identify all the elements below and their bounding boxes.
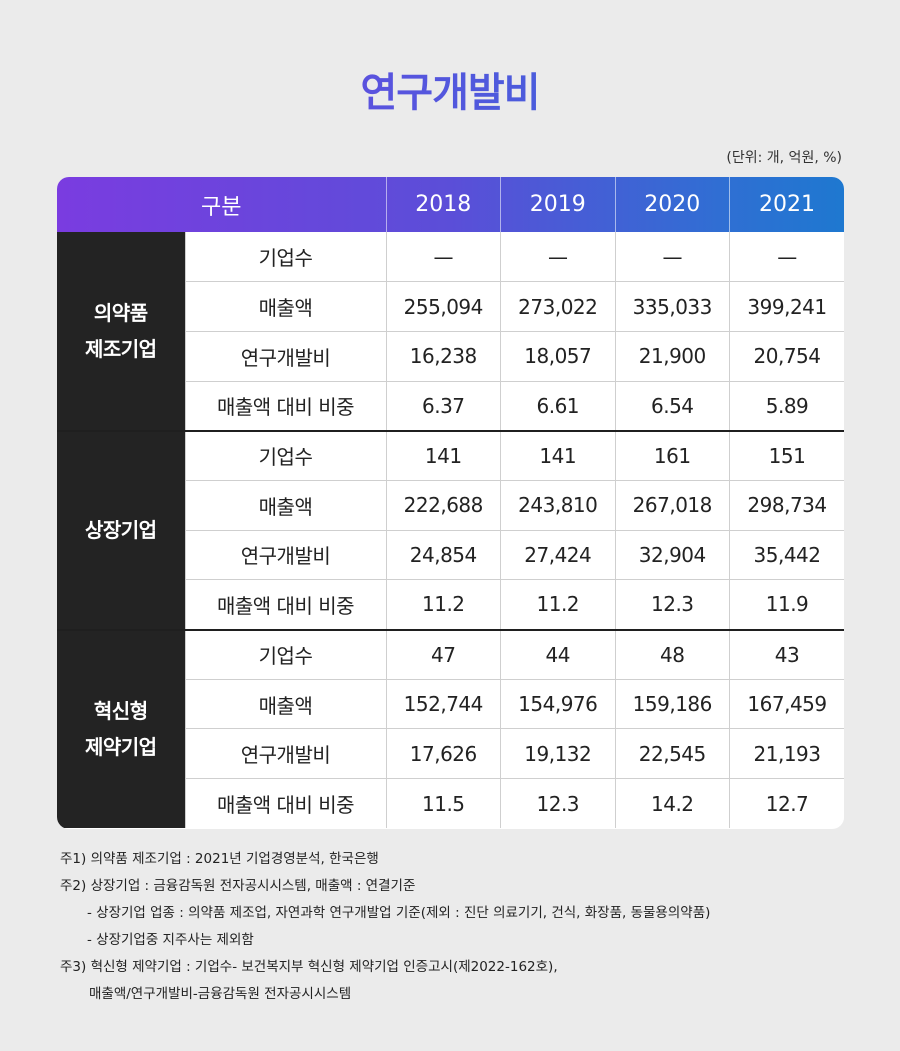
value-cell: 17,626 <box>385 728 501 779</box>
value-cell: 47 <box>385 628 501 680</box>
footnote-line: 주2) 상장기업 : 금융감독원 전자공시시스템, 매출액 : 연결기준 <box>60 878 416 894</box>
value-cell: 154,976 <box>500 678 616 729</box>
value-cell: 18,057 <box>500 330 616 382</box>
value-cell: 16,238 <box>385 330 501 382</box>
value-cell: 14.2 <box>614 778 730 829</box>
table-row: 연구개발비 16,238 18,057 21,900 20,754 <box>57 330 844 382</box>
value-cell: 6.37 <box>385 380 501 431</box>
header-year: 2020 <box>614 177 730 232</box>
value-cell: 21,193 <box>729 728 844 779</box>
value-cell: 255,094 <box>385 281 501 332</box>
table-row: 매출액 255,094 273,022 335,033 399,241 <box>57 281 844 332</box>
header-year: 2018 <box>385 177 501 232</box>
row-item-label: 매출액 <box>184 678 387 729</box>
value-cell: 141 <box>385 429 501 481</box>
value-cell: 298,734 <box>729 479 844 531</box>
value-cell: 22,545 <box>614 728 730 779</box>
footnote-line: 매출액/연구개발비-금융감독원 전자공시시스템 <box>89 986 352 1002</box>
row-item-label: 연구개발비 <box>184 529 387 580</box>
value-cell: 167,459 <box>729 678 844 729</box>
page-title: 연구개발비 <box>0 60 900 118</box>
table-row: 연구개발비 24,854 27,424 32,904 35,442 <box>57 529 844 580</box>
header-category: 구분 <box>201 194 242 220</box>
footnote-line: 주3) 혁신형 제약기업 : 기업수- 보건복지부 혁신형 제약기업 인증고시(… <box>60 959 558 975</box>
value-cell: 11.2 <box>500 579 616 630</box>
row-item-label: 매출액 대비 비중 <box>184 778 387 829</box>
row-item-label: 기업수 <box>184 628 387 680</box>
value-cell: 222,688 <box>385 479 501 531</box>
row-item-label: 매출액 대비 비중 <box>184 380 387 431</box>
table-row: 매출액 대비 비중 11.2 11.2 12.3 11.9 <box>57 579 844 630</box>
group-label: 상장기업 <box>57 429 185 630</box>
row-item-label: 연구개발비 <box>184 330 387 382</box>
table-row: 상장기업 기업수 141 141 161 151 <box>57 429 844 630</box>
row-item-label: 매출액 <box>184 479 387 531</box>
unit-note: (단위: 개, 억원, %) <box>726 150 842 166</box>
value-cell: 5.89 <box>729 380 844 431</box>
value-cell: 243,810 <box>500 479 616 531</box>
value-cell: 11.9 <box>729 579 844 630</box>
table-row: 매출액 대비 비중 11.5 12.3 14.2 12.7 <box>57 778 844 829</box>
value-cell: 159,186 <box>614 678 730 729</box>
value-cell: 12.3 <box>500 778 616 829</box>
table-row: 매출액 152,744 154,976 159,186 167,459 <box>57 678 844 729</box>
table-header-row: 구분 2018 2019 2020 2021 <box>57 177 844 232</box>
footnote-line: - 상장기업중 지주사는 제외함 <box>87 932 254 948</box>
rnd-table: 구분 2018 2019 2020 2021 의약품 제조기업 기업수 — — — — 매출액… <box>57 177 844 829</box>
value-cell: 161 <box>614 429 730 481</box>
table-row: 연구개발비 17,626 19,132 22,545 21,193 <box>57 728 844 779</box>
value-cell: 267,018 <box>614 479 730 531</box>
group-label: 의약품 제조기업 <box>57 232 185 431</box>
table-row: 의약품 제조기업 기업수 — — — — <box>57 232 844 431</box>
value-cell: 11.2 <box>385 579 501 630</box>
row-item-label: 연구개발비 <box>184 728 387 779</box>
value-cell: 151 <box>729 429 844 481</box>
table-body: 의약품 제조기업 기업수 — — — — 매출액 255,094 273,022 335,033 39… <box>57 232 844 829</box>
value-cell: 6.61 <box>500 380 616 431</box>
value-cell: 152,744 <box>385 678 501 729</box>
group-label: 혁신형 제약기업 <box>57 628 185 829</box>
footnote-line: - 상장기업 업종 : 의약품 제조업, 자연과학 연구개발업 기준(제외 : … <box>87 905 711 921</box>
value-cell: 273,022 <box>500 281 616 332</box>
table-row: 매출액 222,688 243,810 267,018 298,734 <box>57 479 844 531</box>
header-year: 2021 <box>729 177 844 232</box>
value-cell: 11.5 <box>385 778 501 829</box>
value-cell: — <box>500 232 616 282</box>
value-cell: 35,442 <box>729 529 844 580</box>
value-cell: 12.7 <box>729 778 844 829</box>
table-row: 혁신형 제약기업 기업수 47 44 48 43 <box>57 628 844 829</box>
table-row: 매출액 대비 비중 6.37 6.61 6.54 5.89 <box>57 380 844 431</box>
value-cell: 335,033 <box>614 281 730 332</box>
value-cell: 21,900 <box>614 330 730 382</box>
value-cell: 32,904 <box>614 529 730 580</box>
rnd-table-container: 구분 2018 2019 2020 2021 의약품 제조기업 기업수 — — — — 매출액… <box>57 177 844 829</box>
value-cell: 20,754 <box>729 330 844 382</box>
header-year: 2019 <box>500 177 616 232</box>
value-cell: 19,132 <box>500 728 616 779</box>
value-cell: 6.54 <box>614 380 730 431</box>
value-cell: 141 <box>500 429 616 481</box>
value-cell: 44 <box>500 628 616 680</box>
value-cell: — <box>729 232 844 282</box>
value-cell: 399,241 <box>729 281 844 332</box>
value-cell: 27,424 <box>500 529 616 580</box>
value-cell: 48 <box>614 628 730 680</box>
value-cell: 12.3 <box>614 579 730 630</box>
value-cell: 24,854 <box>385 529 501 580</box>
value-cell: 43 <box>729 628 844 680</box>
footnote-line: 주1) 의약품 제조기업 : 2021년 기업경영분석, 한국은행 <box>60 851 379 867</box>
row-item-label: 매출액 <box>184 281 387 332</box>
row-item-label: 기업수 <box>184 232 387 282</box>
row-item-label: 매출액 대비 비중 <box>184 579 387 630</box>
value-cell: — <box>614 232 730 282</box>
row-item-label: 기업수 <box>184 429 387 481</box>
value-cell: — <box>385 232 501 282</box>
